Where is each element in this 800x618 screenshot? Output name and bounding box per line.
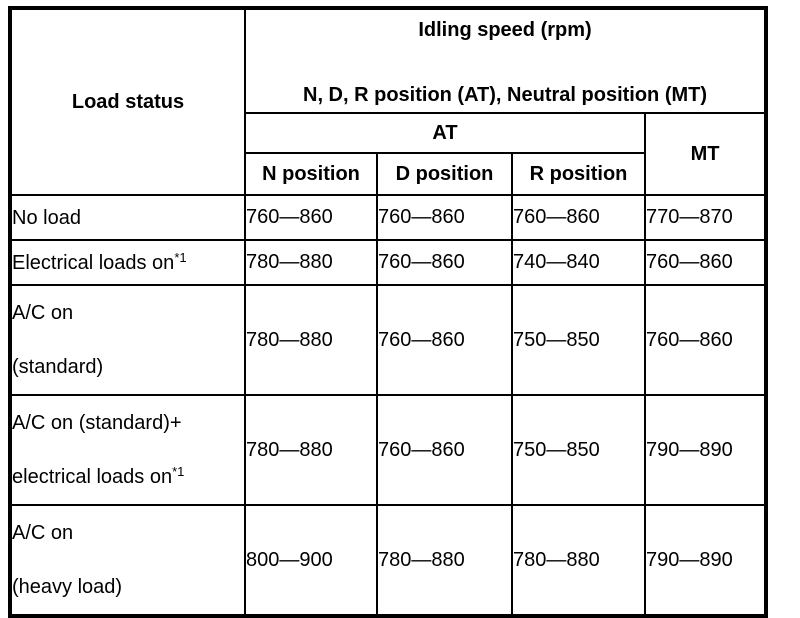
table-row-ac-heavy-load: A/C on (heavy load) 800—900 780—880 780—… [9, 504, 768, 617]
r-position-value: 760—860 [511, 194, 646, 241]
row-label: A/C on (standard)+ electrical loads on*1 [9, 394, 246, 506]
row-label-line1: A/C on [12, 522, 74, 544]
idling-speed-table: Load status Idling speed (rpm) N, D, R p… [8, 6, 769, 618]
r-position-value: 750—850 [511, 284, 646, 396]
n-position-value: 780—880 [244, 239, 378, 286]
mt-value: 790—890 [643, 394, 768, 506]
footnote-marker: *1 [172, 464, 185, 479]
load-status-header-label: Load status [71, 90, 185, 113]
idling-speed-header: Idling speed (rpm) N, D, R position (AT)… [243, 7, 768, 114]
table-row-no-load: No load 760—860 760—860 760—860 770—870 [9, 194, 768, 241]
n-position-value: 780—880 [244, 284, 378, 396]
r-position-value: 740—840 [511, 239, 646, 286]
mt-value: 760—860 [643, 239, 768, 286]
mt-value: 760—860 [643, 284, 768, 396]
n-position-value: 800—900 [244, 504, 378, 617]
d-position-value: 780—880 [376, 504, 513, 617]
d-position-value: 760—860 [376, 284, 513, 396]
idling-speed-subtitle: N, D, R position (AT), Neutral position … [303, 84, 708, 106]
table-row-ac-standard-electrical: A/C on (standard)+ electrical loads on*1… [9, 394, 768, 506]
row-label-line2: electrical loads on [12, 466, 173, 488]
d-position-header: D position [376, 152, 513, 196]
d-position-value: 760—860 [376, 239, 513, 286]
idling-speed-table-container: Load status Idling speed (rpm) N, D, R p… [8, 6, 769, 618]
row-label-line1: No load [12, 206, 81, 229]
n-position-header: N position [244, 152, 378, 196]
mt-value: 770—870 [643, 194, 768, 241]
r-position-header: R position [511, 152, 646, 196]
n-position-value: 760—860 [244, 194, 378, 241]
mt-header: MT [643, 112, 768, 196]
footnote-marker: *1 [174, 249, 187, 265]
row-label-line2: (standard) [12, 356, 104, 378]
idling-speed-header-inner: Idling speed (rpm) N, D, R position (AT)… [247, 10, 764, 111]
load-status-header: Load status [9, 7, 246, 196]
at-header: AT [244, 112, 646, 154]
n-position-value: 780—880 [244, 394, 378, 506]
d-position-value: 760—860 [376, 394, 513, 506]
r-position-value: 750—850 [511, 394, 646, 506]
row-label-line1: A/C on [12, 302, 74, 324]
row-label: A/C on (heavy load) [9, 504, 246, 617]
row-label: A/C on (standard) [9, 284, 246, 396]
row-label-line2: (heavy load) [12, 576, 123, 598]
table-row-electrical-loads: Electrical loads on*1 780—880 760—860 74… [9, 239, 768, 286]
row-label: Electrical loads on*1 [9, 239, 246, 286]
row-label: No load [9, 194, 246, 241]
mt-value: 790—890 [643, 504, 768, 617]
d-position-value: 760—860 [376, 194, 513, 241]
idling-speed-title: Idling speed (rpm) [418, 19, 592, 41]
r-position-value: 780—880 [511, 504, 646, 617]
table-row-ac-standard: A/C on (standard) 780—880 760—860 750—85… [9, 284, 768, 396]
row-label-line1: A/C on (standard)+ [12, 412, 182, 434]
row-label-line1: Electrical loads on [12, 251, 175, 274]
